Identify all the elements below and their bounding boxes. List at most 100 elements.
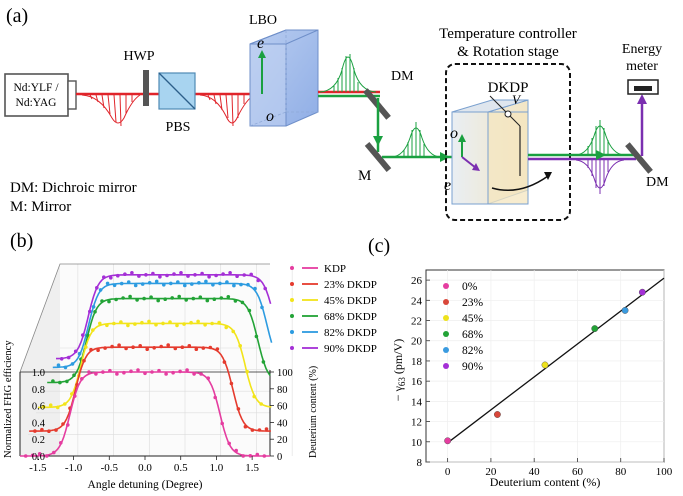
plot-b-point [193, 273, 197, 277]
plot-b-point [213, 395, 217, 400]
plot-c-y-tick-label: 10 [411, 437, 423, 449]
plot-b-point [180, 345, 185, 350]
plot-c-y-tick-label: 12 [411, 417, 422, 429]
lbo-e-label: e [257, 35, 264, 52]
dkdp-o-label: o [450, 125, 458, 142]
plot-b-point [61, 422, 65, 426]
plot-b-point [227, 441, 231, 446]
plot-b-legend: KDP 23% DKDP 45% DKDP 68% DKDP 82% DKDP 90% D… [290, 263, 377, 355]
plot-b-point [72, 373, 76, 378]
plot-b-point [84, 345, 88, 349]
plot-b-x-tick-label: -1.5 [29, 462, 47, 474]
plot-b-curve [52, 282, 273, 369]
plot-b-point [172, 272, 176, 276]
plot-b-point [145, 347, 149, 352]
plot-b-point [203, 323, 207, 327]
plot-b-point [254, 334, 259, 339]
plot-b-point [103, 346, 107, 350]
purple-pulse [575, 159, 625, 194]
plot-b-y-tick-label: 0.4 [32, 418, 46, 429]
plot-b-point [263, 286, 268, 291]
plot-b-point [191, 296, 196, 301]
plot-c-x-tick-label: 100 [656, 466, 673, 478]
plot-b-point [245, 369, 249, 374]
plot-b-curve [56, 274, 272, 360]
plot-b-y-tick-label: 1.0 [32, 368, 45, 379]
plot-b-point [219, 296, 224, 300]
plot-b-curve [29, 346, 271, 432]
plot-b-point [199, 372, 203, 376]
plot-b-point [112, 283, 117, 288]
plot-b-point [47, 429, 51, 434]
plot-b-point [198, 295, 203, 300]
plot-b-point [119, 281, 124, 286]
plot-b-point [169, 281, 173, 286]
plot-b-point [208, 345, 213, 350]
plot-b-point [204, 279, 208, 284]
plot-b-point [81, 333, 85, 337]
green-pulse-1 [319, 54, 377, 93]
electrode-wire [489, 95, 521, 127]
plot-b-point [243, 424, 248, 429]
plot-b-legend-marker [290, 314, 294, 318]
plot-b-point [123, 272, 127, 277]
green-pulse-2 [391, 122, 441, 158]
plot-b-point [33, 429, 37, 433]
plot-b-point [98, 288, 103, 292]
plot-b-point [207, 275, 211, 279]
plot-b-point [189, 320, 193, 325]
plot-b-point [159, 344, 163, 349]
plot-b-point [164, 372, 168, 376]
plot-c-grid [426, 270, 665, 463]
plot-b-point [122, 370, 126, 375]
rotation-arrow [491, 175, 549, 191]
lbo-e-arrow [258, 50, 266, 58]
plot-b-point [126, 323, 130, 328]
plot-b-point [147, 319, 151, 324]
plot-b-legend-marker [290, 298, 294, 302]
plot-b-point [138, 344, 142, 348]
plot-b-point [260, 305, 264, 310]
plot-b-point [117, 343, 121, 348]
laser-source: Nd:YLF / Nd:YAG [4, 73, 77, 117]
plot-b-point [73, 349, 78, 354]
plot-b-point [98, 321, 102, 326]
plot-b-point [171, 370, 175, 375]
plot-c-legend-marker [443, 315, 449, 321]
plot-c-legend: 0% 23% 45% 68% 82% 90% [443, 281, 484, 373]
plot-b-point [150, 370, 154, 374]
plot-c-legend-label: 45% [462, 313, 484, 325]
plot-b-point [184, 298, 188, 302]
plot-b-point [231, 329, 235, 334]
plot-b-point [73, 394, 77, 398]
controller-label-line2: & Rotation stage [457, 44, 559, 60]
plot-b-point [137, 274, 141, 278]
plot-b-point [65, 379, 69, 384]
dkdp-e-label: e [444, 177, 451, 194]
plot-b-y-tick-label: 0.0 [32, 452, 45, 463]
plot-c-legend-label: 68% [462, 329, 484, 341]
plot-b-legend-label: 23% DKDP [324, 279, 377, 291]
plot-b-point [257, 428, 262, 432]
plot-c-x-tick-label: 60 [572, 466, 584, 478]
plot-b-point [133, 322, 137, 326]
plot-c-point [541, 361, 549, 369]
plot-b-point [54, 428, 58, 432]
plot-b-point [95, 286, 99, 290]
plot-c-xlabel: Deuterium content (%) [490, 475, 601, 489]
plot-b-point [40, 427, 44, 432]
energy-meter-sensor [634, 86, 652, 91]
plot-b-point [192, 372, 196, 376]
plot-b-point [124, 346, 128, 351]
plot-c-point [444, 437, 452, 445]
plot-c-legend-marker [443, 347, 449, 353]
plot-b-point [154, 322, 158, 327]
plot-b-point [220, 421, 224, 426]
plot-b-z-tick-label: 100 [277, 368, 293, 379]
plot-b-point [215, 347, 220, 351]
panel-b: (b) -1.5 -1.0 -0.5 0.0 0.5 1.0 1.5 0.0 0.2 0.4 0.6… [3, 230, 377, 491]
legend-dm: DM: Dichroic mirror [10, 180, 137, 196]
rotation-arrowhead [544, 172, 552, 180]
plot-b-point [226, 295, 231, 299]
dm-right-label: DM [646, 175, 669, 190]
